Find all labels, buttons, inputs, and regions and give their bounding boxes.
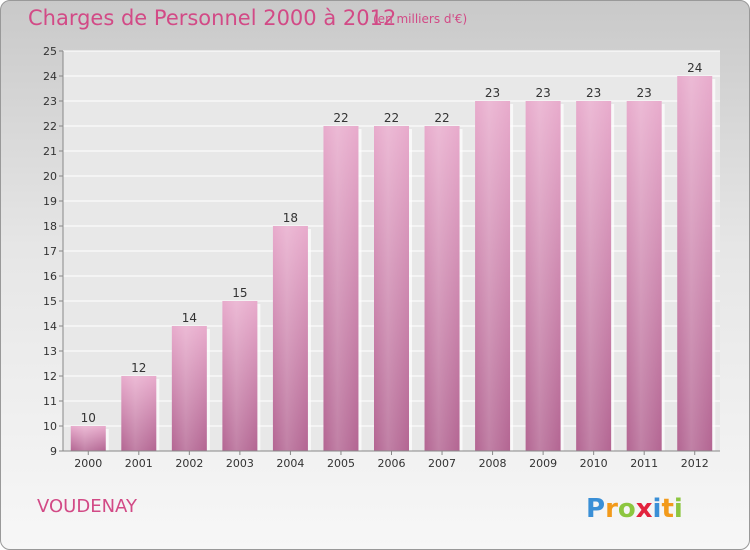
- y-tick-label: 13: [43, 345, 57, 358]
- bar-highlight: [626, 101, 662, 451]
- bars: [70, 76, 716, 451]
- bar-highlight: [121, 376, 157, 451]
- bar-highlight: [171, 326, 207, 451]
- bar-highlight: [222, 301, 258, 451]
- town-name: VOUDENAY: [37, 496, 137, 517]
- data-label: 23: [535, 86, 550, 100]
- data-label: 23: [637, 86, 652, 100]
- bar-highlight: [475, 101, 511, 451]
- data-label: 23: [485, 86, 500, 100]
- x-tick-label: 2001: [125, 457, 153, 470]
- proxiti-logo[interactable]: Proxiti: [586, 490, 696, 526]
- x-tick-label: 2006: [378, 457, 406, 470]
- x-tick-label: 2003: [226, 457, 254, 470]
- bar-highlight: [576, 101, 612, 451]
- bar-highlight: [424, 126, 460, 451]
- y-tick-label: 16: [43, 270, 57, 283]
- bar-highlight: [374, 126, 409, 451]
- chart-subtitle: (en milliers d'€): [373, 12, 468, 26]
- data-label: 22: [434, 111, 449, 125]
- data-label: 14: [182, 311, 197, 325]
- x-tick-label: 2010: [580, 457, 608, 470]
- x-tick-label: 2011: [630, 457, 658, 470]
- y-tick-label: 24: [43, 70, 57, 83]
- x-tick-label: 2002: [175, 457, 203, 470]
- y-tick-label: 19: [43, 195, 57, 208]
- y-tick-label: 11: [43, 395, 57, 408]
- data-label: 15: [232, 286, 247, 300]
- y-tick-label: 21: [43, 145, 57, 158]
- x-axis-labels: 2000 2001 2002 2003 2004 2005 2006 2007 2008 2009…: [74, 451, 709, 470]
- y-tick-label: 9: [50, 445, 57, 458]
- x-tick-label: 2008: [479, 457, 507, 470]
- bar-highlight: [70, 426, 106, 451]
- data-label: 22: [333, 111, 348, 125]
- x-tick-label: 2004: [276, 457, 304, 470]
- bar-highlight: [525, 101, 561, 451]
- data-label: 22: [384, 111, 399, 125]
- data-label: 23: [586, 86, 601, 100]
- bar-highlight: [677, 76, 713, 451]
- y-tick-label: 25: [43, 45, 57, 58]
- chart-title: Charges de Personnel 2000 à 2012: [28, 6, 397, 30]
- y-tick-label: 17: [43, 245, 57, 258]
- x-tick-label: 2012: [681, 457, 709, 470]
- bar-highlight: [272, 226, 308, 451]
- data-labels: 10 12 14 15 18 22 22 22 23 23 23 23 24: [81, 61, 703, 425]
- y-tick-label: 10: [43, 420, 57, 433]
- data-label: 18: [283, 211, 298, 225]
- y-tick-label: 22: [43, 120, 57, 133]
- y-tick-label: 23: [43, 95, 57, 108]
- x-tick-label: 2009: [529, 457, 557, 470]
- data-label: 10: [81, 411, 96, 425]
- y-tick-label: 20: [43, 170, 57, 183]
- data-label: 24: [687, 61, 702, 75]
- x-tick-label: 2007: [428, 457, 456, 470]
- y-tick-label: 15: [43, 295, 57, 308]
- y-tick-label: 14: [43, 320, 57, 333]
- x-tick-label: 2005: [327, 457, 355, 470]
- svg-text:Proxiti: Proxiti: [586, 494, 683, 524]
- y-tick-label: 18: [43, 220, 57, 233]
- data-label: 12: [131, 361, 146, 375]
- y-axis-labels: 9 10 11 12 13 14 15 16 17 18 19 20 21 22 23 24 25: [43, 45, 57, 458]
- x-tick-label: 2000: [74, 457, 102, 470]
- y-tick-label: 12: [43, 370, 57, 383]
- bar-highlight: [323, 126, 359, 451]
